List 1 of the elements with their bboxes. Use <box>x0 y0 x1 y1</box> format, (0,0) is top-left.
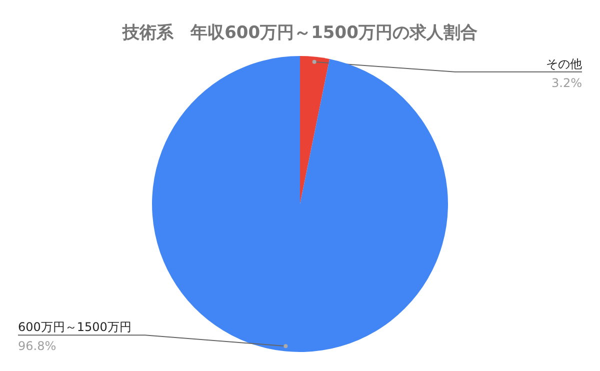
title: 技術系 年収600万円～1500万円の求人割合 <box>122 23 478 43</box>
